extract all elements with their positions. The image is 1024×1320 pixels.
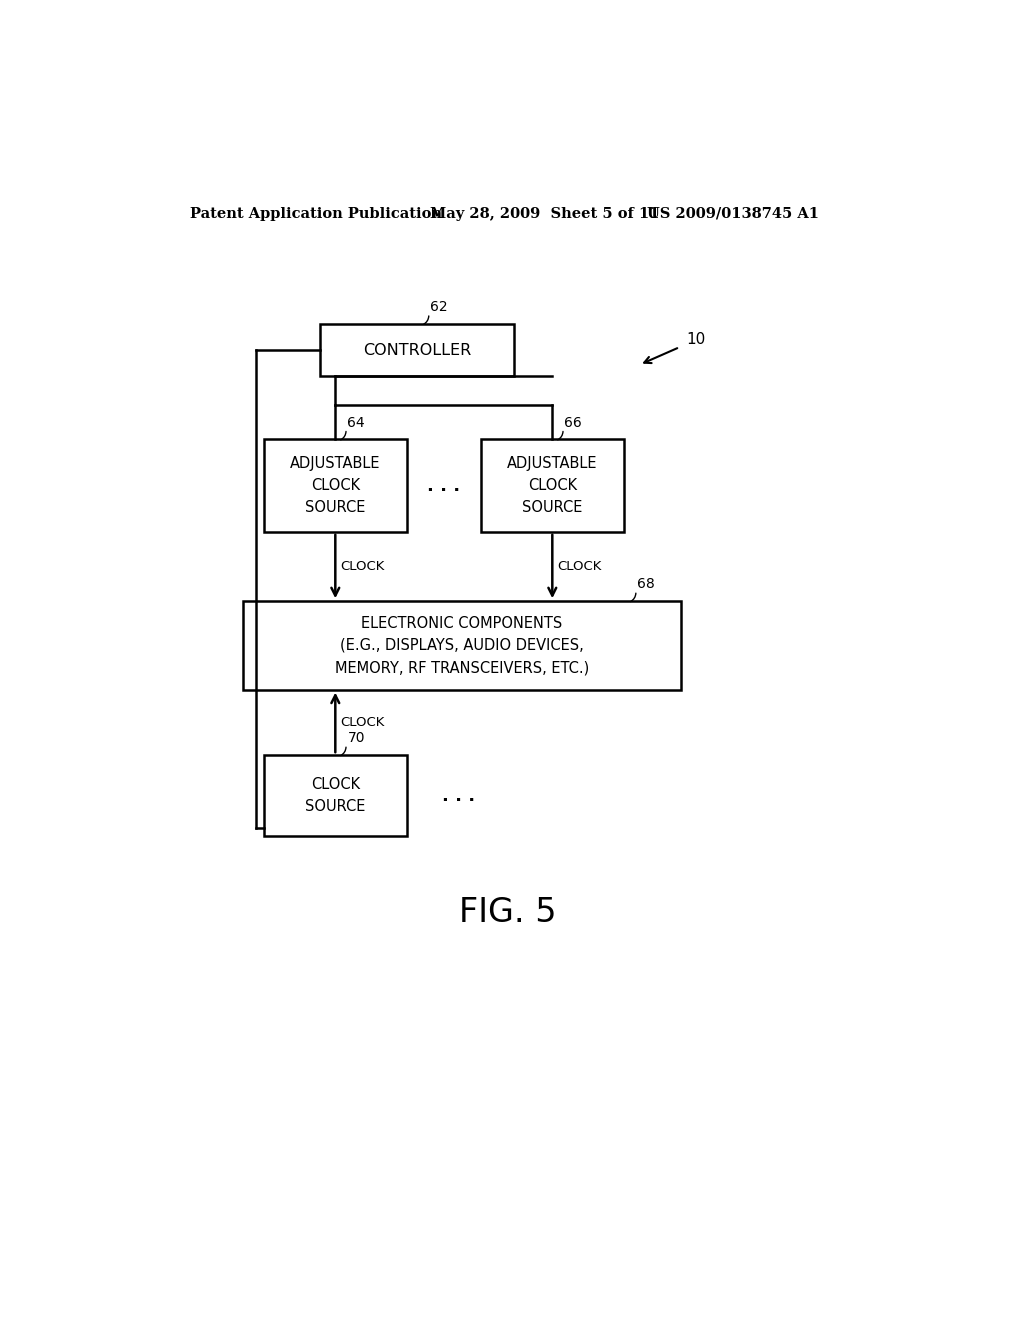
Text: 64: 64 [347,416,366,429]
Text: . . .: . . . [442,787,475,805]
Bar [263,755,407,836]
Text: 68: 68 [637,577,655,591]
Text: CLOCK
SOURCE: CLOCK SOURCE [305,777,366,814]
Text: 10: 10 [686,331,706,347]
Text: 62: 62 [430,300,447,314]
Bar [321,323,514,376]
Text: US 2009/0138745 A1: US 2009/0138745 A1 [647,207,819,220]
Text: May 28, 2009  Sheet 5 of 11: May 28, 2009 Sheet 5 of 11 [430,207,659,220]
Text: ADJUSTABLE
CLOCK
SOURCE: ADJUSTABLE CLOCK SOURCE [290,455,381,515]
Text: CLOCK: CLOCK [558,560,602,573]
Text: ADJUSTABLE
CLOCK
SOURCE: ADJUSTABLE CLOCK SOURCE [507,455,598,515]
Text: CONTROLLER: CONTROLLER [362,343,471,358]
Text: . . .: . . . [427,477,461,495]
Bar [243,601,681,689]
Text: Patent Application Publication: Patent Application Publication [190,207,442,220]
Bar [480,440,624,532]
Text: 70: 70 [347,731,365,746]
Text: 66: 66 [564,416,583,429]
Text: CLOCK: CLOCK [341,715,385,729]
Text: FIG. 5: FIG. 5 [459,896,556,929]
Text: CLOCK: CLOCK [341,560,385,573]
Bar [263,440,407,532]
Text: ELECTRONIC COMPONENTS
(E.G., DISPLAYS, AUDIO DEVICES,
MEMORY, RF TRANSCEIVERS, E: ELECTRONIC COMPONENTS (E.G., DISPLAYS, A… [335,615,589,675]
